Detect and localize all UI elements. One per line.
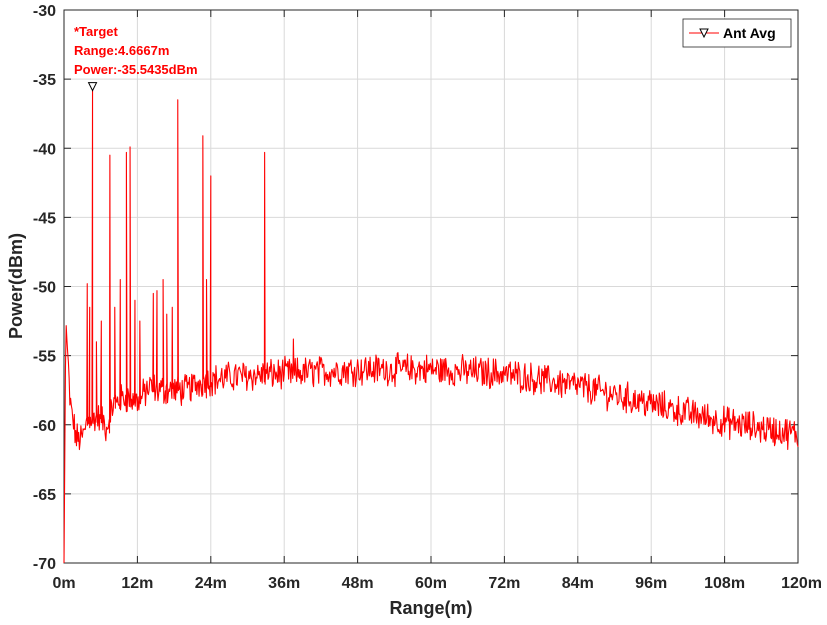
legend-swatch-marker	[699, 28, 709, 39]
x-tick-label: 72m	[488, 575, 520, 592]
y-tick-label: -70	[33, 556, 56, 573]
annotation-line-range: Range:4.6667m	[74, 43, 169, 58]
series-line-ant-avg	[63, 86, 799, 564]
y-tick-label: -45	[33, 210, 56, 227]
y-tick-label: -55	[33, 349, 56, 366]
x-tick-label: 108m	[704, 575, 745, 592]
x-tick-label: 24m	[195, 575, 227, 592]
y-axis-label: Power(dBm)	[6, 233, 26, 339]
y-tick-label: -60	[33, 418, 56, 435]
y-tick-labels: -70 -65 -60 -55 -50 -45 -40 -35 -30	[33, 3, 56, 573]
y-tick-label: -50	[33, 280, 56, 297]
y-tick-label: -65	[33, 487, 56, 504]
legend: Ant Avg	[682, 18, 792, 48]
x-tick-label: 12m	[121, 575, 153, 592]
x-tick-label: 120m	[781, 575, 822, 592]
legend-entry-ant-avg: Ant Avg	[723, 25, 776, 41]
x-tick-label: 48m	[342, 575, 374, 592]
annotation-line-target: *Target	[74, 24, 118, 39]
x-tick-label: 96m	[635, 575, 667, 592]
x-axis-label: Range(m)	[389, 598, 472, 618]
x-tick-label: 0m	[52, 575, 75, 592]
x-tick-labels: 0m 12m 24m 36m 48m 60m 72m 84m 96m 108m 120m	[52, 575, 822, 592]
x-tick-label: 84m	[562, 575, 594, 592]
grid	[64, 10, 798, 563]
y-tick-label: -30	[33, 3, 56, 20]
target-marker-triangle	[87, 82, 98, 92]
x-tick-label: 60m	[415, 575, 447, 592]
x-tick-label: 36m	[268, 575, 300, 592]
y-tick-label: -40	[33, 141, 56, 158]
y-tick-label: -35	[33, 72, 56, 89]
annotation-line-power: Power:-35.5435dBm	[74, 62, 198, 77]
axis-ticks	[63, 9, 799, 564]
